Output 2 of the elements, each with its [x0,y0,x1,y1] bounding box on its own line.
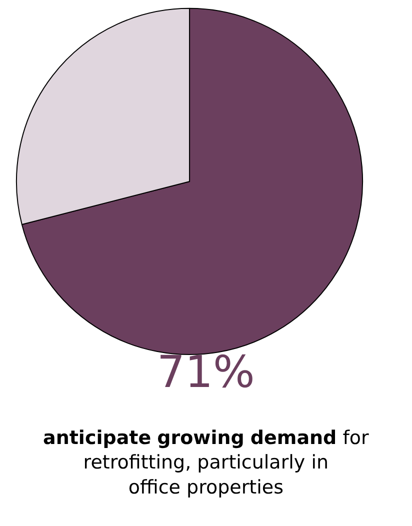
text: 71% [157,347,255,398]
text: anticipate growing demand [43,427,337,449]
